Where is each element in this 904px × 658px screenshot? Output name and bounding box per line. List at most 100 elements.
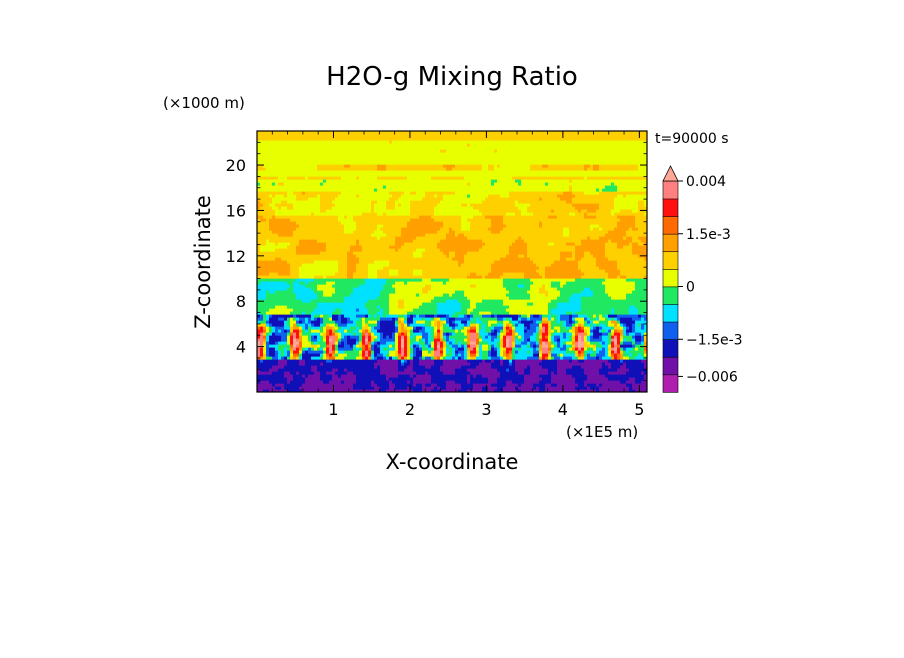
field-cell xyxy=(542,338,546,342)
field-cell xyxy=(356,365,360,369)
field-cell xyxy=(314,377,318,381)
field-cell xyxy=(386,341,390,345)
field-cell xyxy=(494,350,498,354)
field-cell xyxy=(599,338,603,342)
field-cell xyxy=(353,344,357,348)
field-cell xyxy=(350,356,354,360)
field-cell xyxy=(560,350,564,354)
field-cell xyxy=(359,362,363,366)
field-cell xyxy=(557,335,561,339)
field-cell xyxy=(290,377,294,381)
field-cell xyxy=(371,386,375,390)
field-cell xyxy=(341,317,345,321)
field-cell xyxy=(509,389,513,392)
field-cell xyxy=(476,332,480,336)
field-cell xyxy=(311,320,315,324)
field-cell xyxy=(398,359,402,363)
field-cell xyxy=(551,383,555,387)
field-cell xyxy=(470,344,474,348)
field-cell xyxy=(479,332,483,336)
field-cell xyxy=(530,338,534,342)
field-cell xyxy=(479,338,483,342)
field-cell xyxy=(287,338,291,342)
field-cell xyxy=(356,362,360,366)
field-cell xyxy=(398,323,402,327)
field-cell xyxy=(269,317,273,321)
field-cell xyxy=(539,347,543,351)
field-cell xyxy=(617,359,621,363)
field-cell xyxy=(383,362,387,366)
field-cell xyxy=(581,335,585,339)
field-cell xyxy=(410,338,414,342)
field-cell xyxy=(389,377,393,381)
field-cell xyxy=(302,353,306,357)
field-cell xyxy=(599,356,603,360)
field-cell xyxy=(632,329,636,333)
field-cell xyxy=(329,356,333,360)
field-cell xyxy=(560,323,564,327)
field-cell xyxy=(308,362,312,366)
field-cell xyxy=(587,383,591,387)
field-cell xyxy=(470,341,474,345)
field-cell xyxy=(332,335,336,339)
field-cell xyxy=(524,356,528,360)
field-cell xyxy=(641,353,645,357)
field-cell xyxy=(518,362,522,366)
field-cell xyxy=(257,353,261,357)
field-cell xyxy=(398,350,402,354)
field-cell xyxy=(272,323,276,327)
field-cell xyxy=(530,356,534,360)
field-cell xyxy=(467,332,471,336)
field-cell xyxy=(620,362,624,366)
field-cell xyxy=(503,389,507,392)
field-cell xyxy=(317,380,321,384)
field-cell xyxy=(305,368,309,372)
field-cell xyxy=(554,320,558,324)
field-cell xyxy=(335,356,339,360)
field-cell xyxy=(416,383,420,387)
field-cell xyxy=(257,386,261,390)
field-cell xyxy=(506,374,510,378)
field-cell xyxy=(425,377,429,381)
field-cell xyxy=(428,332,432,336)
field-cell xyxy=(527,320,531,324)
field-cell xyxy=(629,383,633,387)
field-cell xyxy=(521,317,525,321)
field-cell xyxy=(566,332,570,336)
field-cell xyxy=(488,350,492,354)
field-cell xyxy=(374,332,378,336)
field-cell xyxy=(320,311,324,315)
field-cell xyxy=(452,368,456,372)
field-cell xyxy=(260,332,264,336)
field-cell xyxy=(413,374,417,378)
field-cell xyxy=(482,338,486,342)
field-cell xyxy=(572,347,576,351)
field-cell xyxy=(533,317,537,321)
field-cell xyxy=(578,383,582,387)
field-cell xyxy=(620,320,624,324)
field-cell xyxy=(329,362,333,366)
field-cell xyxy=(422,344,426,348)
field-cell xyxy=(302,347,306,351)
field-cell xyxy=(587,347,591,351)
field-cell xyxy=(506,317,510,321)
field-cell xyxy=(569,389,573,392)
field-cell xyxy=(461,359,465,363)
field-cell xyxy=(365,380,369,384)
field-cell xyxy=(377,368,381,372)
field-cell xyxy=(263,341,267,345)
field-cell xyxy=(263,353,267,357)
field-cell xyxy=(536,338,540,342)
field-cell xyxy=(518,323,522,327)
field-cell xyxy=(617,356,621,360)
field-cell xyxy=(428,353,432,357)
field-cell xyxy=(563,353,567,357)
field-cell xyxy=(368,371,372,375)
field-cell xyxy=(614,314,618,318)
field-cell xyxy=(509,356,513,360)
field-cell xyxy=(611,320,615,324)
field-cell xyxy=(269,359,273,363)
field-cell xyxy=(458,377,462,381)
field-cell xyxy=(473,374,477,378)
field-cell xyxy=(317,335,321,339)
